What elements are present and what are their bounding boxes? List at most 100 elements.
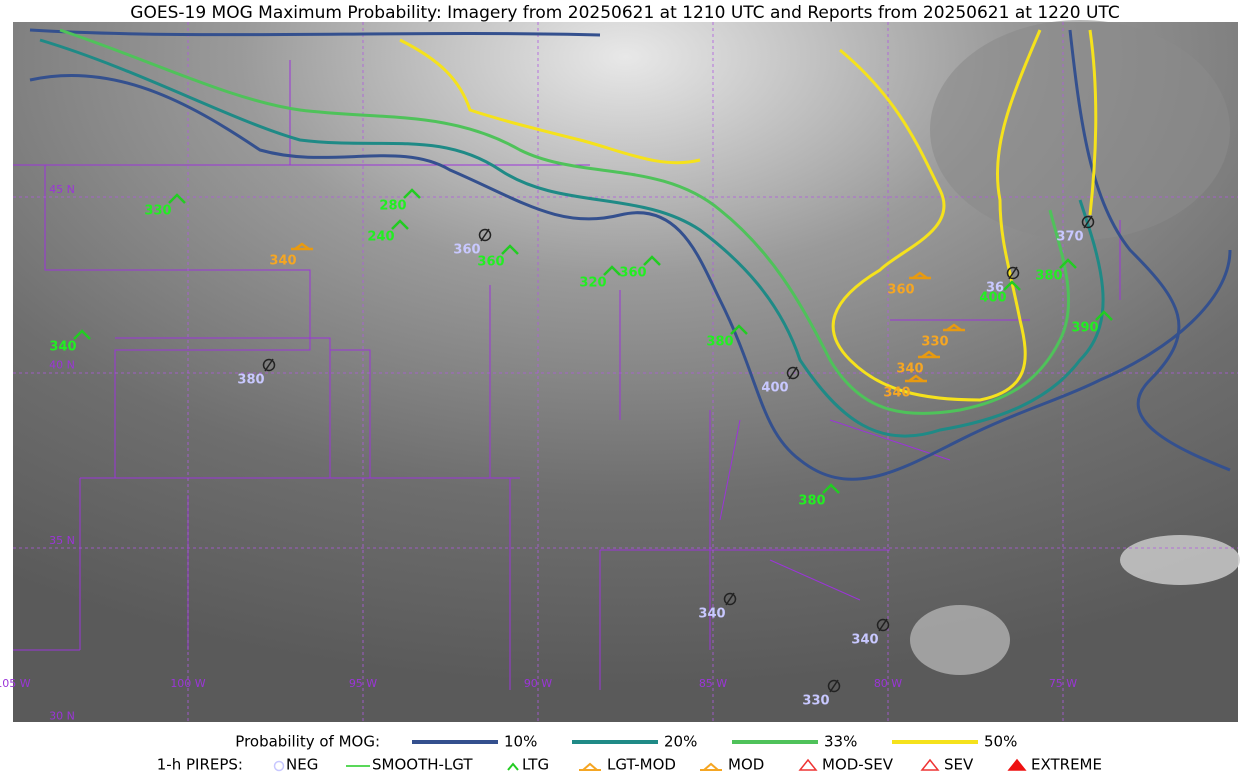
legend-icon: [798, 758, 818, 771]
lon-label: 80 W: [874, 677, 902, 690]
legend-label: EXTREME: [1031, 756, 1102, 774]
report-level: 380: [798, 494, 825, 509]
report-level: 330: [921, 335, 948, 350]
legend-icon: [1007, 758, 1027, 771]
lon-label: 105 W: [0, 677, 31, 690]
legend-label: SEV: [944, 756, 974, 774]
lon-label: 75 W: [1049, 677, 1077, 690]
legend-icon: [507, 762, 519, 771]
neg-icon: [788, 366, 798, 380]
legend-icon: [920, 758, 940, 771]
neg-icon: [264, 358, 274, 372]
legend-icon: [273, 760, 285, 772]
ltg-icon: [1095, 310, 1113, 321]
report-level: 330: [802, 694, 829, 709]
contour: [399, 29, 1098, 402]
lon-label: 85 W: [699, 677, 727, 690]
report-level: 360: [477, 255, 504, 270]
legend-label: 10%: [504, 733, 537, 751]
legend-title: Probability of MOG:: [235, 733, 380, 751]
report-level: 240: [367, 230, 394, 245]
neg-icon: [876, 618, 890, 632]
legend-label: LGT-MOD: [607, 756, 676, 774]
mod-icon: [943, 323, 965, 332]
report-level: 330: [144, 204, 171, 219]
report-level: 280: [379, 199, 406, 214]
legend-label: 33%: [824, 733, 857, 751]
neg-icon: [723, 592, 737, 606]
report-level: 360: [453, 243, 480, 258]
ltg-icon: [501, 244, 519, 255]
report-level: 340: [896, 362, 923, 377]
lat-label: 30 N: [49, 710, 75, 723]
neg-icon: [262, 358, 276, 372]
ltg-icon: [730, 324, 748, 335]
report-level: 370: [1056, 230, 1083, 245]
report-level: 340: [698, 607, 725, 622]
contour: [39, 38, 1105, 438]
lat-label: 45 N: [49, 183, 75, 196]
cloud: [910, 605, 1010, 675]
lat-label: 35 N: [49, 534, 75, 547]
mod-icon: [918, 350, 940, 359]
neg-icon: [478, 228, 492, 242]
ltg-icon: [168, 193, 186, 204]
ltg-icon: [403, 188, 421, 199]
mod-icon: [909, 271, 931, 280]
legend-label: MOD: [728, 756, 764, 774]
lon-label: 100 W: [170, 677, 205, 690]
ltg-icon: [73, 329, 91, 340]
legend-label: MOD-SEV: [822, 756, 894, 774]
title: GOES-19 MOG Maximum Probability: Imagery…: [130, 3, 1119, 23]
neg-icon: [829, 679, 839, 693]
contour: [1068, 29, 1231, 472]
legend-icon: [579, 762, 601, 771]
report-level: 380: [1035, 269, 1062, 284]
neg-icon: [1008, 266, 1018, 280]
ltg-icon: [643, 255, 661, 266]
report-level: 340: [883, 386, 910, 401]
lat-label: 40 N: [49, 359, 75, 372]
ltg-icon: [822, 483, 840, 494]
lon-label: 95 W: [349, 677, 377, 690]
lon-label: 90 W: [524, 677, 552, 690]
ltg-icon: [1059, 258, 1077, 269]
legend-label: NEG: [286, 756, 318, 774]
legend-label: SMOOTH-LGT: [372, 756, 473, 774]
cloud: [1120, 535, 1240, 585]
graticule: [13, 22, 1238, 722]
ltg-icon: [1003, 280, 1021, 291]
cloud: [930, 20, 1230, 240]
neg-icon: [725, 592, 735, 606]
contour: [29, 28, 1232, 481]
mod-icon: [291, 242, 313, 251]
neg-icon: [786, 366, 800, 380]
report-level: 340: [49, 340, 76, 355]
report-level: 360: [887, 283, 914, 298]
ltg-icon: [603, 265, 621, 276]
report-level: 340: [269, 254, 296, 269]
neg-icon: [1083, 215, 1093, 229]
neg-icon: [878, 618, 888, 632]
contour: [59, 28, 1071, 415]
legend-title: 1-h PIREPS:: [157, 756, 243, 774]
report-level: 380: [706, 335, 733, 350]
legend-label: 20%: [664, 733, 697, 751]
neg-icon: [827, 679, 841, 693]
legend-label: 50%: [984, 733, 1017, 751]
ltg-icon: [391, 219, 409, 230]
report-level: 400: [979, 291, 1006, 306]
report-level: 36: [986, 281, 1004, 296]
report-level: 380: [237, 373, 264, 388]
report-level: 360: [619, 266, 646, 281]
neg-icon: [480, 228, 490, 242]
borders: [13, 60, 1121, 690]
neg-icon: [1081, 215, 1095, 229]
mod-icon: [905, 374, 927, 383]
report-level: 340: [851, 633, 878, 648]
report-level: 390: [1071, 321, 1098, 336]
legend-icon: [700, 762, 722, 771]
legend-label: LTG: [522, 756, 549, 774]
report-level: 400: [761, 381, 788, 396]
